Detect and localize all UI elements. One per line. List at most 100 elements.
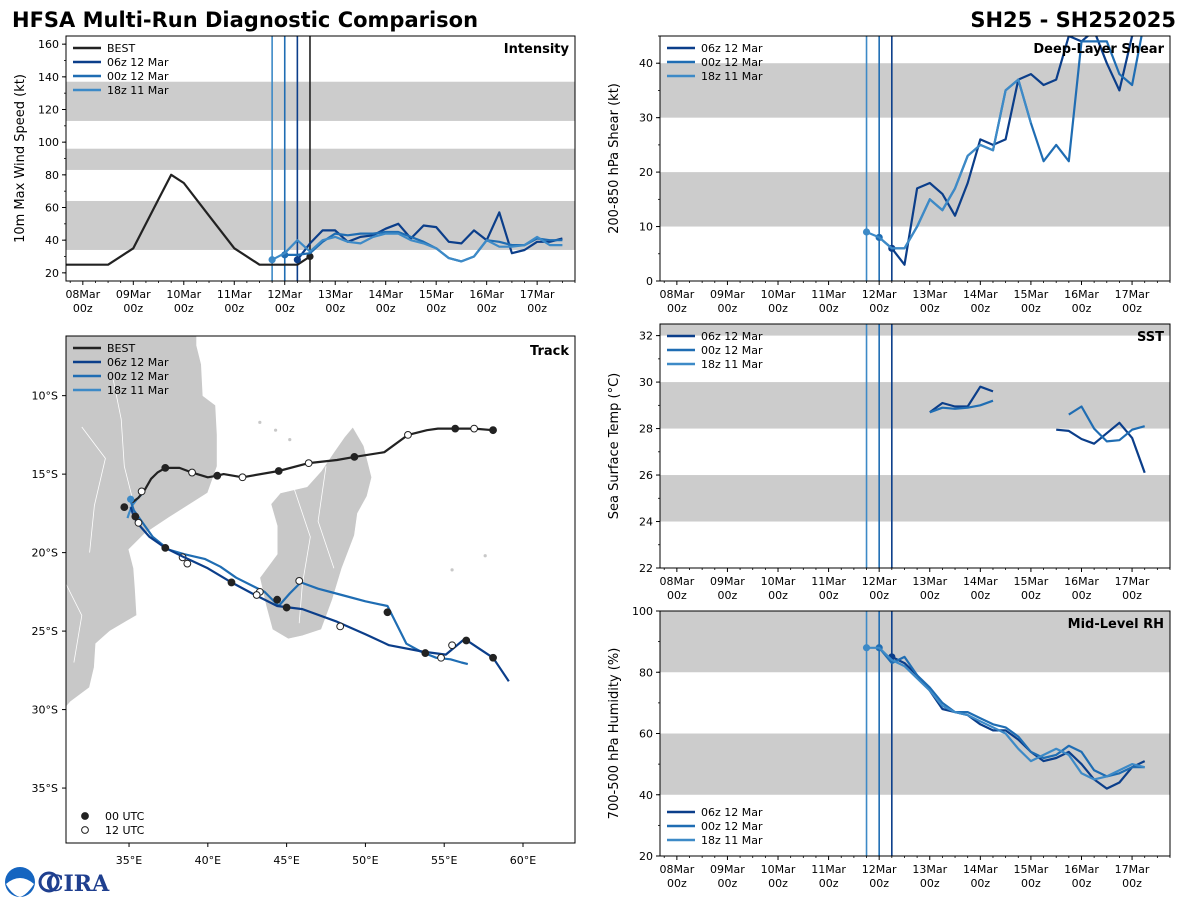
x-tick-label: 50°E xyxy=(352,854,378,867)
marker-legend-label: 12 UTC xyxy=(105,824,145,837)
x-tick-label: 60°E xyxy=(510,854,536,867)
admin-border xyxy=(317,466,335,569)
legend-label: 00z 12 Mar xyxy=(107,370,169,383)
threshold-band xyxy=(66,81,575,121)
track-marker-00utc xyxy=(383,608,392,617)
series-line xyxy=(66,173,311,266)
legend-label: 00z 12 Mar xyxy=(701,56,763,69)
land-layer xyxy=(66,336,487,708)
y-tick-label: 80 xyxy=(45,169,59,182)
track-marker-00utc xyxy=(282,603,291,612)
track-marker-00utc xyxy=(120,503,129,511)
x-tick-label-date: 09Mar xyxy=(710,863,745,876)
y-tick-label: 40 xyxy=(639,789,653,802)
y-tick-label: 24 xyxy=(639,516,653,529)
track-marker-00utc xyxy=(350,452,359,461)
legend-label: 18z 11 Mar xyxy=(107,84,169,97)
logo-text: CIRA xyxy=(46,871,110,897)
x-tick-label-hour: 00z xyxy=(819,589,839,602)
x-tick-label-hour: 00z xyxy=(667,302,687,315)
series-line xyxy=(878,647,1145,778)
panel-title: Deep-Layer Shear xyxy=(1033,42,1164,57)
series-line xyxy=(271,232,563,263)
admin-border xyxy=(294,489,311,624)
series-end-marker xyxy=(306,252,314,261)
track-marker-12utc xyxy=(404,430,412,439)
x-tick-label-hour: 00z xyxy=(819,302,839,315)
x-tick-label-hour: 00z xyxy=(1021,877,1041,890)
x-tick-label-hour: 00z xyxy=(920,302,940,315)
admin-border xyxy=(81,426,106,553)
x-tick-label-date: 10Mar xyxy=(761,288,796,301)
x-tick-label-date: 13Mar xyxy=(912,575,947,588)
x-tick-label: 35°E xyxy=(116,854,142,867)
track-marker-00utc xyxy=(489,653,497,662)
x-tick-label-hour: 00z xyxy=(224,302,244,315)
legend-label: BEST xyxy=(107,42,135,55)
threshold-band xyxy=(66,148,575,170)
legend-label: 06z 12 Mar xyxy=(701,330,763,343)
legend-label: 18z 11 Mar xyxy=(701,358,763,371)
series-start-marker xyxy=(862,644,871,652)
y-tick-label: 100 xyxy=(38,136,59,149)
track-marker-00utc xyxy=(421,649,430,657)
x-tick-label-date: 17Mar xyxy=(1115,575,1150,588)
track-marker-00utc xyxy=(227,578,236,587)
africa-landmass xyxy=(66,336,218,708)
x-tick-label-hour: 00z xyxy=(426,302,446,315)
y-tick-label: 0 xyxy=(646,275,653,288)
track-marker-00utc xyxy=(489,426,497,435)
x-tick-label-date: 15Mar xyxy=(1014,575,1049,588)
panel-title: Intensity xyxy=(504,42,570,57)
y-tick-label: 30 xyxy=(639,112,653,125)
x-tick-label-date: 12Mar xyxy=(267,288,302,301)
marker-legend-12utc xyxy=(81,826,89,834)
x-tick-label-date: 10Mar xyxy=(166,288,201,301)
x-tick-label-date: 16Mar xyxy=(469,288,504,301)
y-axis-label: 700-500 hPa Humidity (%) xyxy=(607,648,622,820)
admin-border xyxy=(66,583,83,663)
x-tick-label-hour: 00z xyxy=(1072,302,1092,315)
x-tick-label-date: 14Mar xyxy=(963,863,998,876)
x-tick-label-date: 08Mar xyxy=(659,575,694,588)
legend-label: 00z 12 Mar xyxy=(701,344,763,357)
legend-label: 06z 12 Mar xyxy=(701,806,763,819)
intensity-panel: 2040608010012014016008Mar00z09Mar00z10Ma… xyxy=(13,35,576,315)
legend-label: 06z 12 Mar xyxy=(107,356,169,369)
x-tick-label-date: 15Mar xyxy=(1014,288,1049,301)
y-tick-label: 20 xyxy=(639,166,653,179)
x-tick-label-hour: 00z xyxy=(1122,877,1142,890)
x-tick-label-hour: 00z xyxy=(174,302,194,315)
plot-frame xyxy=(659,323,1171,569)
y-tick-label: 20 xyxy=(45,267,59,280)
x-tick-label-hour: 00z xyxy=(376,302,396,315)
x-tick-label-hour: 00z xyxy=(123,302,143,315)
track-marker-00utc xyxy=(131,512,140,521)
x-tick-label-date: 11Mar xyxy=(217,288,252,301)
legend-label: 06z 12 Mar xyxy=(701,42,763,55)
y-tick-label: 20 xyxy=(639,850,653,863)
y-tick-label: 10 xyxy=(639,221,653,234)
threshold-band xyxy=(660,611,1170,673)
track-marker-00utc xyxy=(213,471,222,480)
x-tick-label-date: 14Mar xyxy=(963,575,998,588)
cira-globe-icon xyxy=(38,871,60,893)
x-tick-label-hour: 00z xyxy=(667,877,687,890)
x-tick-label-hour: 00z xyxy=(768,589,788,602)
y-tick-label: 60 xyxy=(639,728,653,741)
x-tick-label-hour: 00z xyxy=(869,302,889,315)
y-tick-label: 20°S xyxy=(32,547,58,560)
x-tick-label-date: 14Mar xyxy=(963,288,998,301)
series-line xyxy=(296,211,563,261)
x-tick-label-date: 13Mar xyxy=(912,288,947,301)
plot-frame xyxy=(65,335,576,844)
x-tick-label-hour: 00z xyxy=(970,302,990,315)
madagascar-landmass xyxy=(259,426,373,640)
track-marker-12utc xyxy=(183,559,192,568)
shear-panel: 01020304008Mar00z09Mar00z10Mar00z11Mar00… xyxy=(607,35,1171,315)
x-tick-label-hour: 00z xyxy=(920,877,940,890)
track-marker-12utc xyxy=(448,641,456,650)
x-tick-label-date: 13Mar xyxy=(912,863,947,876)
series-start-marker xyxy=(268,256,276,264)
